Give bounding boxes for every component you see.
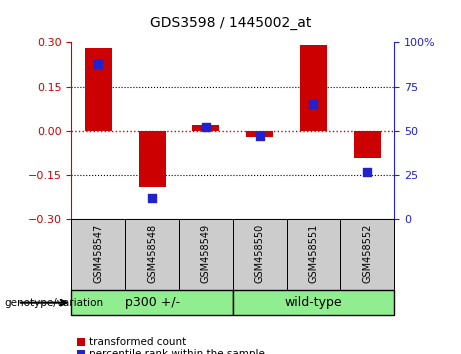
Text: GSM458549: GSM458549 [201, 224, 211, 283]
Bar [233, 219, 287, 290]
Text: GDS3598 / 1445002_at: GDS3598 / 1445002_at [150, 16, 311, 30]
Text: GSM458550: GSM458550 [254, 224, 265, 283]
Bar [287, 219, 340, 290]
Text: p300 +/-: p300 +/- [124, 296, 180, 309]
Text: GSM458547: GSM458547 [93, 224, 103, 283]
Bar [233, 290, 394, 315]
Bar [71, 219, 125, 290]
Bar [139, 131, 165, 187]
Point [148, 195, 156, 201]
Text: wild-type: wild-type [284, 296, 342, 309]
Text: genotype/variation: genotype/variation [5, 298, 104, 308]
Point [310, 102, 317, 107]
Bar [85, 48, 112, 131]
Bar [300, 45, 327, 131]
Bar [125, 219, 179, 290]
Bar [193, 125, 219, 131]
Bar [340, 219, 394, 290]
Point [95, 61, 102, 67]
Point [256, 133, 263, 139]
Point [202, 125, 210, 130]
Bar [354, 131, 381, 158]
Text: GSM458552: GSM458552 [362, 224, 372, 283]
Legend: transformed count, percentile rank within the sample: transformed count, percentile rank withi… [77, 337, 265, 354]
Bar [246, 131, 273, 137]
Text: GSM458551: GSM458551 [308, 224, 319, 283]
Bar [71, 290, 233, 315]
Point [364, 169, 371, 175]
Bar [179, 219, 233, 290]
Text: GSM458548: GSM458548 [147, 224, 157, 283]
